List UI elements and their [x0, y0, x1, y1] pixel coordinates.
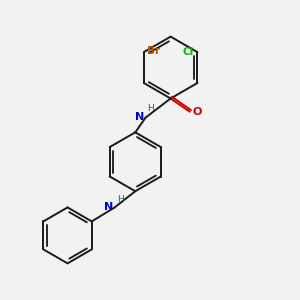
Text: O: O: [193, 107, 202, 117]
Text: H: H: [117, 195, 124, 204]
Text: Cl: Cl: [183, 47, 194, 57]
Text: N: N: [104, 202, 113, 212]
Text: Br: Br: [147, 46, 161, 56]
Text: N: N: [135, 112, 144, 122]
Text: H: H: [147, 104, 154, 113]
